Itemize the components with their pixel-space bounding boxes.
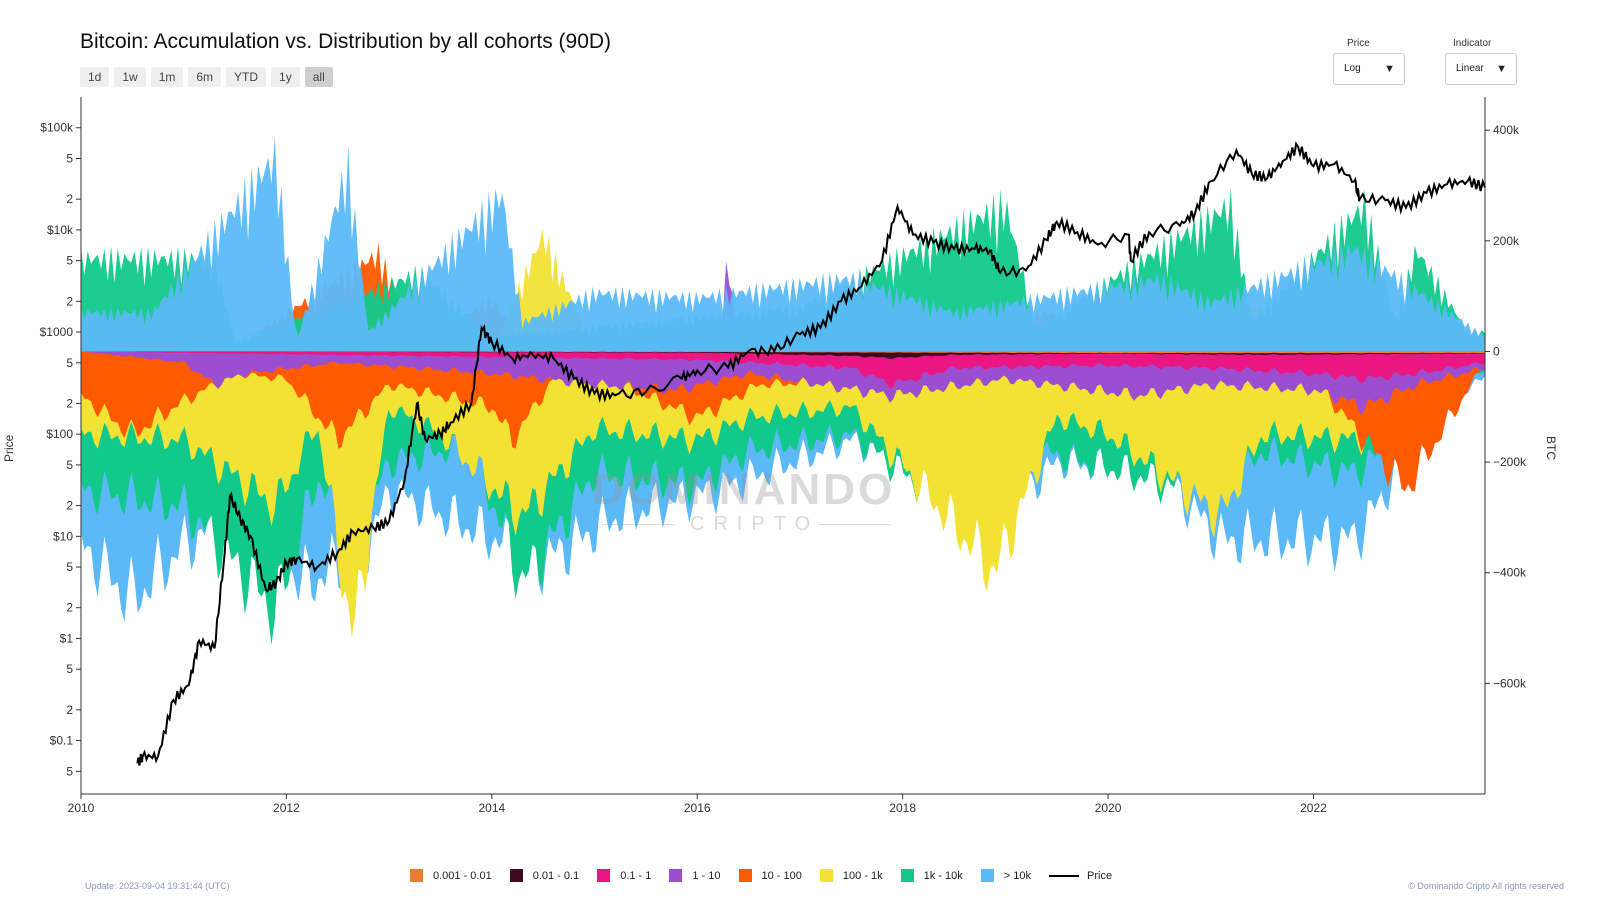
x-axis-tick-label: 2018 [889,801,916,815]
watermark-rule-left [602,524,674,525]
left-axis-tick-label: 5 [66,458,73,472]
left-axis-tick-label: 5 [66,356,73,370]
range-button-1y[interactable]: 1y [271,67,300,87]
x-axis-tick-label: 2020 [1095,801,1122,815]
legend-label: > 10k [1003,869,1032,882]
right-axis-tick-label: −400k [1493,566,1527,580]
range-button-1d[interactable]: 1d [80,67,110,87]
legend-label: 100 - 1k [842,869,883,882]
legend-swatch [819,869,833,882]
range-button-1w[interactable]: 1w [114,67,146,87]
area-positive--10k [81,136,1485,352]
price-scale-select[interactable]: Log ▼ [1333,53,1405,85]
indicator-scale-value: Linear [1456,63,1484,74]
right-axis-tick-label: 0 [1493,344,1500,358]
indicator-scale-select[interactable]: Linear ▼ [1445,53,1517,85]
right-axis-tick-label: −200k [1493,455,1527,469]
price-line [136,141,1486,766]
left-axis-tick-label: 2 [66,703,73,717]
indicator-scale-label: Indicator [1453,38,1492,49]
price-scale-label: Price [1347,38,1370,49]
left-axis-tick-label: 5 [66,560,73,574]
legend-label: 1 - 10 [692,869,721,882]
legend-label: 0.01 - 0.1 [532,869,580,882]
legend-label: 10 - 100 [761,869,802,882]
legend-label: 0.001 - 0.01 [433,869,492,882]
x-axis-tick-label: 2010 [68,801,95,815]
legend-item[interactable]: 1 - 10 [669,869,721,882]
left-axis-tick-label: $100 [46,427,73,441]
left-axis-tick-label: 2 [66,396,73,410]
legend-item[interactable]: 0.01 - 0.1 [509,869,580,882]
legend-swatch [669,869,683,882]
range-button-1m[interactable]: 1m [150,67,184,87]
legend-swatch [509,869,523,882]
cohort-areas [81,136,1485,645]
x-axis-tick-label: 2022 [1300,801,1327,815]
watermark-logo-sub: CRIPTO [690,513,820,535]
legend-swatch [900,869,914,882]
watermark-rule-right [818,524,890,525]
left-axis-label: Price [2,434,16,462]
x-axis-tick-label: 2014 [478,801,505,815]
update-timestamp: Update: 2023-09-04 19:31:44 (UTC) [85,881,230,891]
left-axis-tick-label: $10 [53,529,73,543]
left-axis-tick-label: 2 [66,499,73,513]
x-axis-tick-label: 2016 [684,801,711,815]
legend-item[interactable]: 10 - 100 [738,869,802,882]
legend-line [1049,874,1080,877]
right-axis-tick-label: −600k [1493,676,1527,690]
right-axis-label: BTC [1544,436,1558,460]
left-axis-tick-label: $1000 [40,325,74,339]
legend-swatch [597,869,611,882]
left-axis-tick-label: 5 [66,764,73,778]
axes: $100k 5 2 $10k 5 2 $1000 5 2 $100 5 2 $10 5 2 $1 5 2 $0.1 5… [40,97,1527,815]
legend-swatch [738,869,752,882]
legend-swatch [410,869,423,882]
area-0-01-0-1 [81,351,1485,360]
right-axis-tick-label: 200k [1493,234,1520,248]
left-axis-tick-label: 5 [66,254,73,268]
range-button-ytd[interactable]: YTD [226,67,267,87]
area-100-1k [81,351,1485,638]
legend-label: Price [1087,869,1113,882]
area-10-100 [81,351,1485,492]
legend-swatch [980,869,994,882]
left-axis-tick-label: 2 [66,294,73,308]
range-selector: 1d 1w 1m 6m YTD 1y all [80,67,333,87]
left-axis-tick-label: $0.1 [50,734,74,748]
legend-item[interactable]: 100 - 1k [819,869,883,882]
area-0-001-0-01 [81,351,1485,354]
legend-item[interactable]: 0.1 - 1 [597,869,651,882]
watermark-logo: DOMINANDO [592,465,896,514]
left-axis-tick-label: $1 [60,631,74,645]
price-scale-value: Log [1344,63,1361,74]
copyright-notice: © Dominando Cripto All rights reserved [1408,881,1564,891]
legend-item[interactable]: 0.001 - 0.01 [410,869,492,882]
left-axis-tick-label: $10k [47,223,74,237]
range-button-6m[interactable]: 6m [188,67,222,87]
left-axis-tick-label: 2 [66,192,73,206]
range-button-all[interactable]: all [304,67,333,87]
x-axis-tick-label: 2012 [273,801,300,815]
area-0-1-1 [81,351,1485,390]
right-axis-tick-label: 400k [1493,123,1520,137]
legend-item[interactable]: 1k - 10k [900,869,963,882]
legend-label: 1k - 10k [923,869,963,882]
left-axis-tick-label: 5 [66,662,73,676]
left-axis-tick-label: 2 [66,601,73,615]
chevron-down-icon: ▼ [1384,63,1395,75]
chart-title: Bitcoin: Accumulation vs. Distribution b… [80,30,612,53]
legend-item-price[interactable]: Price [1049,870,1112,882]
legend-label: 0.1 - 1 [620,869,652,882]
left-axis-tick-label: $100k [40,121,74,135]
left-axis-tick-label: 5 [66,151,73,165]
legend-item[interactable]: > 10k [980,869,1032,882]
chart-legend: 0.001 - 0.01 0.01 - 0.1 0.1 - 1 1 - 10 1… [410,869,1130,882]
chevron-down-icon: ▼ [1496,63,1507,75]
price-line-layer [136,141,1486,766]
